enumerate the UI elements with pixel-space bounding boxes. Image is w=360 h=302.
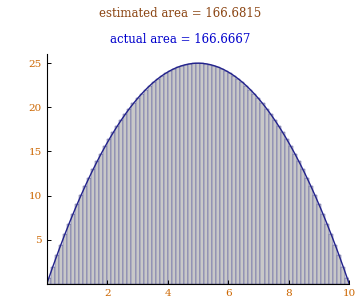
Bar xyxy=(236,79,240,284)
Bar xyxy=(123,114,127,284)
Bar xyxy=(87,178,91,284)
Bar xyxy=(71,214,75,284)
Bar xyxy=(59,245,63,284)
Bar xyxy=(261,103,265,284)
Bar xyxy=(232,76,236,284)
Bar xyxy=(220,69,224,284)
Bar xyxy=(309,186,313,284)
Bar xyxy=(79,195,83,284)
Bar xyxy=(200,63,204,284)
Bar xyxy=(329,234,333,284)
Bar xyxy=(47,278,51,284)
Bar xyxy=(276,126,281,284)
Bar xyxy=(192,63,196,284)
Bar xyxy=(160,76,164,284)
Bar xyxy=(208,65,212,284)
Bar xyxy=(168,71,172,284)
Bar xyxy=(252,94,256,284)
Bar xyxy=(180,66,184,284)
Bar xyxy=(285,139,289,284)
Bar xyxy=(281,132,285,284)
Bar xyxy=(317,204,321,284)
Bar xyxy=(325,224,329,284)
Bar xyxy=(152,82,156,284)
Bar xyxy=(224,71,228,284)
Text: actual area = 166.6667: actual area = 166.6667 xyxy=(110,33,250,46)
Bar xyxy=(51,267,55,284)
Bar xyxy=(111,132,115,284)
Bar xyxy=(228,73,232,284)
Bar xyxy=(140,94,144,284)
Bar xyxy=(135,98,140,284)
Bar xyxy=(127,108,131,284)
Text: estimated area = 166.6815: estimated area = 166.6815 xyxy=(99,7,261,20)
Bar xyxy=(341,267,345,284)
Bar xyxy=(83,186,87,284)
Bar xyxy=(172,69,176,284)
Bar xyxy=(256,98,261,284)
Bar xyxy=(55,255,59,284)
Bar xyxy=(313,195,317,284)
Bar xyxy=(184,65,188,284)
Bar xyxy=(305,178,309,284)
Bar xyxy=(212,66,216,284)
Bar xyxy=(144,90,148,284)
Bar xyxy=(333,245,337,284)
Bar xyxy=(176,67,180,284)
Bar xyxy=(164,73,168,284)
Bar xyxy=(248,90,252,284)
Bar xyxy=(265,108,269,284)
Bar xyxy=(297,161,301,284)
Bar xyxy=(216,67,220,284)
Bar xyxy=(273,120,276,284)
Bar xyxy=(120,120,123,284)
Bar xyxy=(103,146,107,284)
Bar xyxy=(337,255,341,284)
Bar xyxy=(91,169,95,284)
Bar xyxy=(148,86,152,284)
Bar xyxy=(301,169,305,284)
Bar xyxy=(107,139,111,284)
Bar xyxy=(99,154,103,284)
Bar xyxy=(289,146,293,284)
Bar xyxy=(240,82,244,284)
Bar xyxy=(204,64,208,284)
Bar xyxy=(244,86,248,284)
Bar xyxy=(188,64,192,284)
Bar xyxy=(75,204,79,284)
Bar xyxy=(293,154,297,284)
Bar xyxy=(63,234,67,284)
Bar xyxy=(95,161,99,284)
Bar xyxy=(156,79,160,284)
Bar xyxy=(131,103,135,284)
Bar xyxy=(67,224,71,284)
Bar xyxy=(345,278,349,284)
Bar xyxy=(269,114,273,284)
Bar xyxy=(321,214,325,284)
Bar xyxy=(196,63,200,284)
Bar xyxy=(115,126,120,284)
